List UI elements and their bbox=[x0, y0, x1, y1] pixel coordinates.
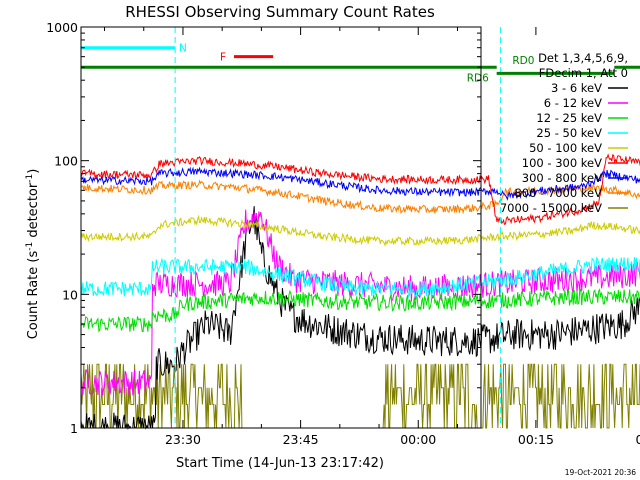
series-line bbox=[80, 256, 640, 298]
y-tick-label: 1000 bbox=[46, 20, 78, 35]
legend: Det 1,3,4,5,6,9, FDecim 1, Att 0 3 - 6 k… bbox=[500, 51, 628, 215]
plot-frame bbox=[80, 26, 482, 429]
series-line bbox=[80, 206, 640, 430]
series-line bbox=[80, 166, 640, 201]
chart-title: RHESSI Observing Summary Count Rates bbox=[125, 3, 435, 21]
legend-label: 300 - 800 keV bbox=[522, 171, 602, 185]
series-layer bbox=[80, 153, 640, 430]
y-tick-label: 10 bbox=[62, 287, 78, 302]
series-line bbox=[80, 288, 640, 333]
legend-label: 25 - 50 keV bbox=[536, 126, 602, 140]
legend-label: 50 - 100 keV bbox=[529, 141, 602, 155]
y-axis-label-mid: detector bbox=[26, 182, 41, 242]
y-axis-label-main: Count Rate (s bbox=[26, 251, 41, 340]
flag-label: N bbox=[179, 43, 187, 55]
y-axis-label: Count Rate (s-1 detector-1) bbox=[25, 169, 41, 340]
timestamp: 19-Oct-2021 20:36 bbox=[565, 468, 636, 477]
flag-label: F bbox=[220, 52, 226, 64]
series-line bbox=[80, 214, 640, 247]
y-tick-label: 100 bbox=[54, 154, 78, 169]
legend-label: 100 - 300 keV bbox=[522, 156, 602, 170]
series-line bbox=[80, 153, 640, 225]
y-axis-label-sup2: -1 bbox=[25, 174, 35, 183]
x-tick-label: 00:30 bbox=[636, 432, 640, 447]
flag-label: RD6 bbox=[467, 72, 489, 84]
x-axis-label: Start Time (14-Jun-13 23:17:42) bbox=[176, 456, 384, 471]
x-tick-label: 23:30 bbox=[165, 432, 201, 447]
x-tick-label: 00:00 bbox=[400, 432, 436, 447]
legend-header-decimation: FDecim 1, Att 0 bbox=[539, 66, 628, 80]
x-tick-label: 00:15 bbox=[518, 432, 554, 447]
legend-label: 3 - 6 keV bbox=[551, 81, 602, 95]
legend-label: 12 - 25 keV bbox=[536, 111, 602, 125]
y-axis-label-sup1: -1 bbox=[25, 242, 35, 251]
y-axis-label-end: ) bbox=[26, 169, 41, 174]
legend-label: 800 - 7000 keV bbox=[514, 186, 602, 200]
series-line bbox=[80, 363, 640, 429]
legend-header-detectors: Det 1,3,4,5,6,9, bbox=[538, 51, 628, 65]
flag-label: RD0 bbox=[512, 55, 534, 67]
legend-label: 6 - 12 keV bbox=[544, 96, 602, 110]
legend-label: 7000 - 15000 keV bbox=[500, 201, 602, 215]
y-tick-label: 1 bbox=[70, 421, 78, 436]
x-tick-label: 23:45 bbox=[283, 432, 319, 447]
